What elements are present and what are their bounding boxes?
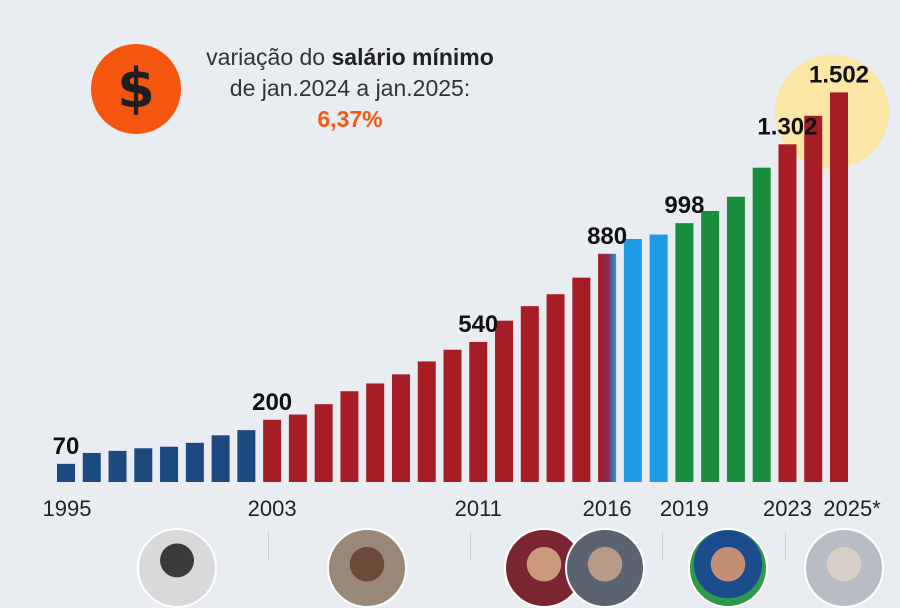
tick-label-1995: 1995 bbox=[43, 496, 92, 521]
coin-symbol: $ bbox=[117, 57, 155, 120]
bar-2004 bbox=[288, 414, 307, 482]
tick-label-2019: 2019 bbox=[660, 496, 709, 521]
header-line-2: de jan.2024 a jan.2025: bbox=[229, 75, 471, 101]
bar-2002 bbox=[237, 430, 256, 482]
tick-label-2011: 2011 bbox=[455, 496, 502, 521]
chart-header: variação do salário mínimo de jan.2024 a… bbox=[160, 42, 540, 135]
bar-2017 bbox=[623, 238, 642, 482]
value-label-2011: 540 bbox=[458, 311, 498, 338]
value-label-2003: 200 bbox=[252, 389, 292, 416]
value-labels-group: 70 200 540 880 998 1.302 1.502 bbox=[53, 61, 869, 459]
tick-labels-group: 1995 2003 2011 2016 2019 2023 2025* bbox=[43, 496, 882, 521]
bar-1998 bbox=[134, 448, 153, 482]
bar-2022 bbox=[752, 167, 771, 483]
bar-2008 bbox=[391, 374, 410, 482]
portrait-5-icon bbox=[688, 528, 768, 608]
value-label-1995: 70 bbox=[53, 433, 80, 460]
bar-2015 bbox=[572, 277, 591, 482]
bar-2018 bbox=[649, 234, 668, 482]
bar-2013 bbox=[520, 306, 539, 482]
value-label-2019: 998 bbox=[664, 192, 704, 219]
chart-area: 70 200 540 880 998 1.302 1.502 1995 2003 2011 201… bbox=[43, 55, 889, 521]
bar-2007 bbox=[366, 383, 385, 482]
value-label-2023: 1.302 bbox=[757, 113, 817, 140]
portrait-divider bbox=[470, 532, 471, 560]
portrait-4-icon bbox=[565, 528, 645, 608]
tick-label-2025: 2025* bbox=[823, 496, 881, 521]
tick-label-2016: 2016 bbox=[583, 496, 632, 521]
bar-2003 bbox=[263, 419, 282, 482]
bar-1996 bbox=[82, 452, 101, 482]
portrait-1-icon bbox=[137, 528, 217, 608]
tick-label-2003: 2003 bbox=[248, 496, 297, 521]
bar-2009 bbox=[417, 361, 436, 482]
bar-2010 bbox=[443, 349, 462, 482]
tick-label-2023: 2023 bbox=[763, 496, 812, 521]
bar-2014 bbox=[546, 294, 565, 482]
bar-2000 bbox=[185, 442, 204, 482]
header-line-1: variação do salário mínimo bbox=[160, 42, 540, 73]
header-percent: 6,37% bbox=[317, 106, 383, 132]
portrait-6-icon bbox=[804, 528, 884, 608]
bar-2011 bbox=[469, 341, 488, 482]
header-line-1-bold: salário mínimo bbox=[331, 44, 494, 70]
value-label-2016: 880 bbox=[587, 223, 627, 250]
bar-2024 bbox=[804, 115, 823, 483]
bar-2023 bbox=[778, 144, 797, 482]
bar-2001 bbox=[211, 435, 230, 482]
bar-1997 bbox=[108, 450, 127, 482]
dollar-coin-icon: $ bbox=[91, 44, 181, 134]
bar-2019 bbox=[675, 223, 694, 482]
portrait-divider bbox=[268, 532, 269, 560]
bar-2012 bbox=[495, 320, 514, 482]
bar-2005 bbox=[314, 404, 333, 482]
portrait-divider bbox=[662, 532, 663, 560]
bars-group bbox=[57, 92, 848, 483]
bar-2020 bbox=[701, 210, 720, 483]
bar-2021 bbox=[726, 196, 745, 483]
bar-2006 bbox=[340, 391, 359, 482]
bar-2016 bbox=[598, 253, 617, 482]
bar-1999 bbox=[160, 446, 179, 482]
value-label-2025: 1.502 bbox=[809, 61, 869, 88]
portrait-divider bbox=[785, 532, 786, 560]
header-line-1-prefix: variação do bbox=[206, 44, 332, 70]
portrait-2-icon bbox=[327, 528, 407, 608]
bar-2025 bbox=[830, 92, 848, 482]
bar-1995 bbox=[57, 463, 75, 482]
